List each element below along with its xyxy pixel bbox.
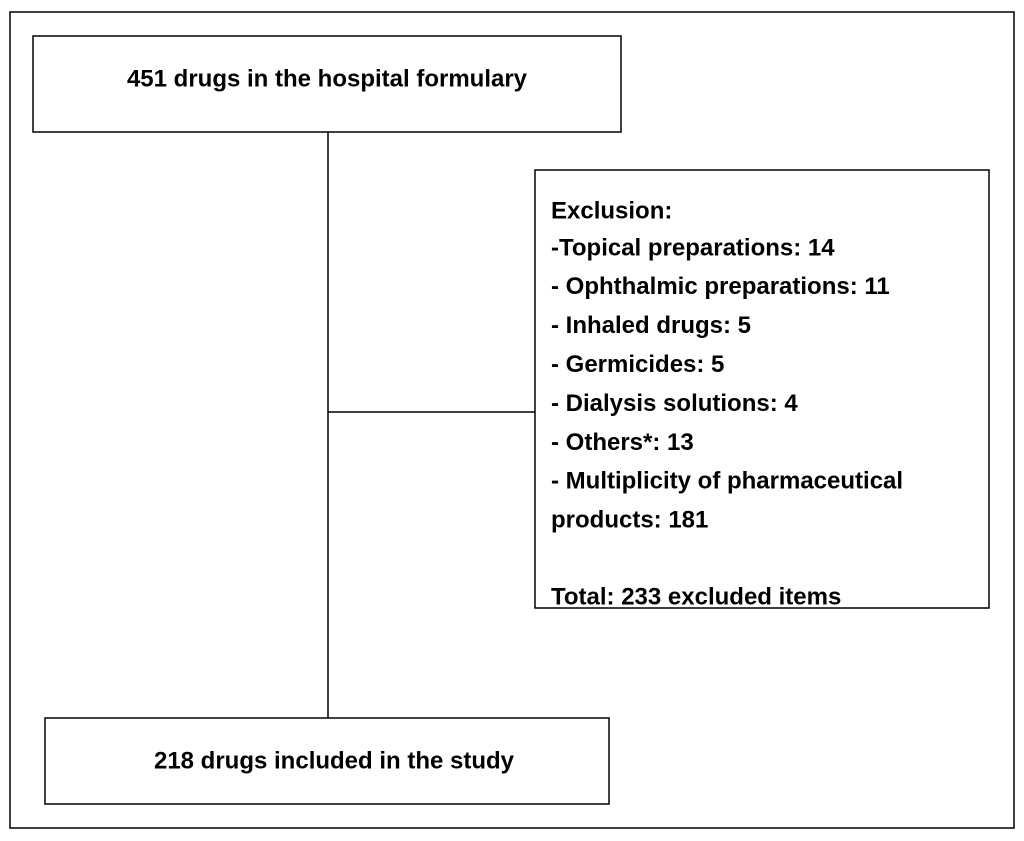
- top-box-label: 451 drugs in the hospital formulary: [127, 65, 528, 92]
- exclusion-items: -Topical preparations: 14 - Ophthalmic pr…: [551, 234, 903, 533]
- exclusion-item: - Ophthalmic preparations: 11: [551, 273, 890, 300]
- exclusion-item: - Multiplicity of pharmaceutical: [551, 468, 903, 495]
- exclusion-total: Total: 233 excluded items: [551, 583, 841, 610]
- exclusion-item: -Topical preparations: 14: [551, 234, 835, 261]
- exclusion-item: products: 181: [551, 507, 708, 534]
- exclusion-item: - Others*: 13: [551, 429, 694, 456]
- exclusion-item: - Germicides: 5: [551, 351, 724, 378]
- top-box: [32, 35, 622, 133]
- exclusion-title: Exclusion:: [551, 197, 672, 224]
- bottom-box: [44, 717, 610, 805]
- exclusion-box: [534, 169, 990, 609]
- bottom-box-label: 218 drugs included in the study: [154, 747, 515, 774]
- outer-border: [9, 11, 1015, 829]
- exclusion-item: - Inhaled drugs: 5: [551, 312, 751, 339]
- exclusion-item: - Dialysis solutions: 4: [551, 390, 798, 417]
